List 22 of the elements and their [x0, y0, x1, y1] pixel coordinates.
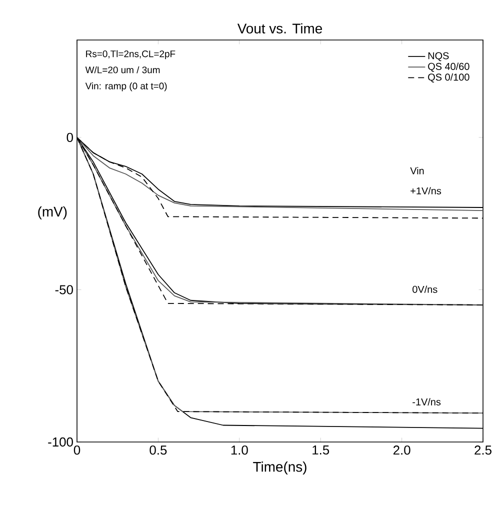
annotation: Rs=0,Tl=2ns,CL=2pF [86, 50, 176, 60]
x-tick-label: 1.5 [312, 446, 330, 455]
y-axis-title: (mV) [38, 206, 67, 220]
legend-label: NQS [428, 52, 449, 62]
annotation: 0V/ns [412, 286, 438, 293]
y-tick-label: -50 [55, 285, 73, 294]
legend-label: QS 0/100 [428, 73, 470, 82]
x-axis-title: Time(ns) [253, 462, 306, 475]
x-tick-label: 0 [74, 446, 80, 455]
legend-label: QS 40/60 [428, 62, 470, 72]
y-tick-label: -100 [48, 437, 73, 447]
x-tick-label: 2.5 [474, 446, 492, 455]
y-tick-label: 0 [66, 132, 73, 142]
x-tick-label: 2.0 [393, 446, 410, 455]
annotation: Vin: ramp (0 at t=0) [85, 82, 167, 92]
x-tick-label: 1.0 [231, 446, 248, 455]
annotation: +1V/ns [410, 187, 442, 194]
annotation: Vin [410, 167, 424, 174]
x-tick-label: 0.5 [150, 446, 167, 455]
chart-title: Vout vs. Time [237, 23, 322, 34]
annotation: W/L=20 um / 3um [85, 66, 160, 74]
annotation: -1V/ns [412, 398, 441, 406]
